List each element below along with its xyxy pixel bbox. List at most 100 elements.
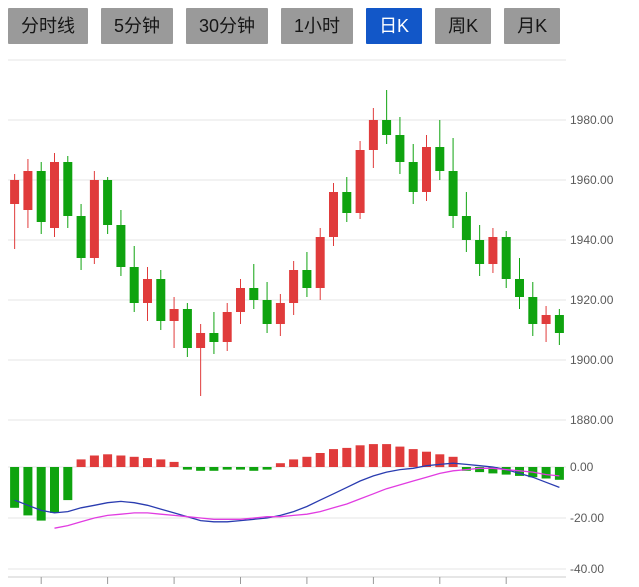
tab-1hour[interactable]: 1小时 <box>281 8 354 44</box>
candle-body <box>89 180 99 258</box>
candle-body <box>475 240 485 264</box>
candle-body <box>50 162 59 228</box>
price-axis-labels: 1980.00 1960.00 1940.00 1920.00 1900.00 1880.… <box>570 113 614 427</box>
gridlines <box>8 59 566 570</box>
macd-bar <box>302 456 312 467</box>
macd-bar <box>209 467 219 471</box>
candle-body <box>23 171 33 210</box>
macd-tick-label: 0.00 <box>570 460 594 474</box>
macd-bar <box>222 467 232 470</box>
candle-body <box>501 237 511 279</box>
candle-body <box>169 309 179 321</box>
macd-bar <box>143 458 152 467</box>
macd-bar <box>289 459 299 467</box>
macd-bar <box>10 467 20 508</box>
macd-bar <box>262 467 272 470</box>
candle-body <box>129 267 139 303</box>
tab-weekly-k[interactable]: 周K <box>435 8 492 44</box>
tab-monthly-k[interactable]: 月K <box>504 8 561 44</box>
candle-body <box>196 333 206 348</box>
macd-bar <box>89 455 99 467</box>
price-tick-label: 1980.00 <box>570 113 614 127</box>
macd-bar <box>236 467 245 470</box>
x-axis <box>8 576 566 584</box>
candle-body <box>554 315 564 333</box>
candle-body <box>515 279 524 297</box>
candle-body <box>182 309 192 348</box>
macd-bar <box>196 467 206 471</box>
dif-line <box>14 462 560 523</box>
macd-bar <box>63 467 73 501</box>
macd-bar <box>129 456 139 467</box>
macd-tick-label: -40.00 <box>570 562 604 576</box>
macd-bar <box>448 456 458 467</box>
candle-body <box>262 300 272 324</box>
candle-body <box>156 279 166 321</box>
candle-body <box>36 171 46 222</box>
kline-chart: 1980.00 1960.00 1940.00 1920.00 1900.00 1880.… <box>8 59 614 584</box>
candle-body <box>289 270 299 303</box>
candle-body <box>435 147 445 171</box>
candle-body <box>103 180 113 225</box>
macd-bar <box>36 467 46 521</box>
macd-bar <box>554 467 564 480</box>
macd-bar <box>342 447 352 467</box>
macd-bar <box>249 467 259 471</box>
candle-body <box>236 288 245 312</box>
macd-bar <box>475 467 485 473</box>
macd-bar <box>408 449 418 467</box>
candle-body <box>408 162 418 192</box>
macd-bar <box>116 455 126 467</box>
candle-body <box>302 270 312 288</box>
macd-bar <box>23 467 33 516</box>
dea-line <box>54 467 560 529</box>
candle-body <box>329 192 338 237</box>
macd-bar <box>395 446 405 467</box>
price-tick-label: 1920.00 <box>570 293 614 307</box>
macd-bar <box>275 463 285 467</box>
macd-bar <box>435 454 445 468</box>
macd-axis-labels: 0.00 -20.00 -40.00 <box>570 460 604 576</box>
price-tick-label: 1880.00 <box>570 413 614 427</box>
candle-body <box>488 237 498 264</box>
macd-bar <box>169 461 179 467</box>
macd-bar <box>76 459 86 467</box>
candle-body <box>76 216 86 258</box>
macd-bar <box>382 444 392 467</box>
macd-bar <box>50 467 59 513</box>
price-tick-label: 1960.00 <box>570 173 614 187</box>
tab-daily-k[interactable]: 日K <box>366 8 423 44</box>
candle-body <box>116 225 126 267</box>
candle-body <box>382 120 392 135</box>
macd-bar <box>182 467 192 470</box>
candle-body <box>448 171 458 216</box>
tab-5min[interactable]: 5分钟 <box>101 8 174 44</box>
candle-body <box>222 312 232 342</box>
candle-body <box>63 162 73 216</box>
candle-body <box>143 279 152 303</box>
candle-body <box>209 333 219 342</box>
tab-30min[interactable]: 30分钟 <box>186 8 269 44</box>
candle-body <box>315 237 325 288</box>
candle-body <box>249 288 259 300</box>
tab-bar: 分时线 5分钟 30分钟 1小时 日K 周K 月K <box>0 0 639 50</box>
macd-bar <box>156 459 166 467</box>
macd-bar <box>368 444 378 467</box>
macd-bar <box>315 453 325 467</box>
candle-body <box>368 120 378 150</box>
macd-bar <box>355 445 365 467</box>
candles <box>10 90 564 396</box>
candle-body <box>528 297 538 324</box>
macd-bar <box>501 467 511 475</box>
macd-bar <box>488 467 498 474</box>
candle-body <box>355 150 365 213</box>
macd-bar <box>461 467 471 471</box>
tab-time-line[interactable]: 分时线 <box>8 8 88 44</box>
candle-body <box>10 180 20 204</box>
macd-tick-label: -20.00 <box>570 511 604 525</box>
candle-body <box>275 303 285 324</box>
macd-bar <box>541 467 551 479</box>
candle-body <box>422 147 431 192</box>
candle-body <box>342 192 352 213</box>
macd-bar <box>329 449 338 467</box>
